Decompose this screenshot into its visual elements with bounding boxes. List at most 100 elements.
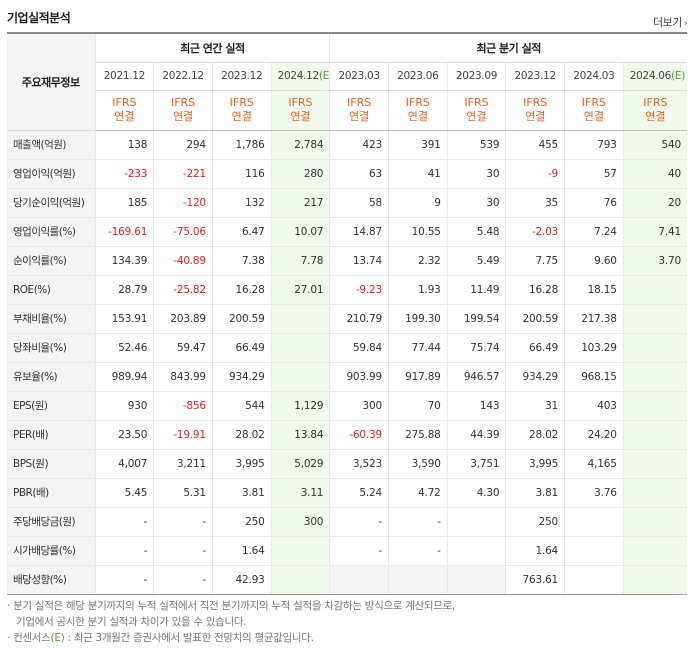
table-cell [447, 536, 507, 566]
table-cell: 934.29 [505, 362, 566, 392]
table-cell [388, 565, 448, 595]
standard-cell: IFRS 연결 [564, 90, 624, 131]
table-cell: 3,995 [505, 449, 566, 479]
table-cell: 66.49 [212, 333, 272, 363]
table-cell [564, 565, 624, 595]
table-cell: 13.74 [329, 246, 389, 276]
standard-cell: IFRS 연결 [388, 90, 448, 131]
period-text: 2023.03 [338, 70, 380, 82]
table-cell: 28.02 [505, 420, 566, 450]
table-cell: 3.11 [271, 478, 331, 508]
row-label: ROE(%) [7, 275, 96, 305]
standard-cell: IFRS 연결 [329, 90, 389, 131]
period-quarter: 2023.12 [505, 62, 566, 91]
table-cell: 989.94 [95, 362, 155, 392]
table-cell: 75.74 [447, 333, 507, 363]
row-label: 부채비율(%) [7, 303, 96, 334]
table-cell: - [95, 506, 155, 537]
period-text: 2022.12 [162, 70, 204, 82]
table-cell: 116 [212, 159, 272, 189]
table-cell: 1.64 [505, 536, 566, 566]
more-link[interactable]: 더보기 › [653, 14, 688, 30]
table-cell: 1,129 [271, 390, 331, 421]
table-cell: 3,523 [329, 449, 389, 479]
table-cell: - [329, 506, 389, 537]
row-label: 시가배당률(%) [7, 536, 96, 566]
table-cell [623, 565, 687, 595]
table-cell: 3.70 [623, 246, 687, 276]
table-cell: -25.82 [153, 275, 213, 305]
row-label: 순이익률(%) [7, 246, 96, 276]
table-cell: 391 [388, 130, 448, 160]
table-cell: 843.99 [153, 362, 213, 392]
table-cell: 40 [623, 159, 687, 189]
table-cell: 539 [447, 130, 507, 160]
footnotes: · 분기 실적은 해당 분기까지의 누적 실적에서 직전 분기까지의 누적 실적… [7, 598, 455, 646]
standard-bottom: 연결 [645, 110, 666, 123]
table-cell: 540 [623, 130, 687, 160]
table-cell: 275.88 [388, 420, 448, 450]
table-cell: 423 [329, 130, 389, 160]
table-cell: 763.61 [505, 565, 566, 595]
standard-bottom: 연결 [290, 110, 311, 123]
standard-top: IFRS [523, 96, 548, 109]
table-cell: 24.20 [564, 420, 624, 450]
row-label: PER(배) [7, 420, 96, 450]
table-cell [564, 506, 624, 537]
period-text: 2023.06 [397, 70, 439, 82]
table-cell [564, 536, 624, 566]
table-cell: -40.89 [153, 246, 213, 276]
table-cell: 10.55 [388, 216, 448, 247]
header-row-groups: 주요재무정보 최근 연간 실적 최근 분기 실적 [7, 32, 687, 131]
table-cell: 59.47 [153, 333, 213, 363]
table-cell: 58 [329, 188, 389, 218]
table-cell: 5.45 [95, 478, 155, 508]
table-cell [623, 303, 687, 334]
table-cell: 544 [212, 390, 272, 421]
standard-bottom: 연결 [525, 110, 546, 123]
footnote-consensus-post: ) : 최근 3개월간 증권사에서 발표한 전망치의 평균값입니다. [60, 632, 314, 644]
table-cell: -2.03 [505, 216, 566, 247]
period-quarter: 2023.09 [447, 62, 507, 91]
period-annual: 2024.12(E) [271, 62, 331, 91]
table-row: 부채비율(%) 153.91 203.89 200.59 210.79 199.30 199… [7, 303, 687, 334]
table-cell: 66.49 [505, 333, 566, 363]
period-text: 2021.12 [103, 70, 146, 82]
period-text: 2024.12 [277, 70, 320, 82]
table-cell: 946.57 [447, 362, 507, 392]
standard-bottom: 연결 [172, 110, 194, 123]
table-cell: 77.44 [388, 333, 448, 363]
table-cell: 52.46 [95, 333, 155, 363]
table-cell: 5.48 [447, 216, 507, 247]
row-label: 영업이익률(%) [7, 216, 96, 247]
row-label: BPS(원) [7, 449, 96, 479]
table-cell: 200.59 [505, 303, 566, 334]
table-cell: 63 [329, 159, 389, 189]
table-cell: 3,211 [153, 449, 213, 479]
table-cell: 5,029 [271, 449, 331, 479]
row-label: PBR(배) [7, 478, 96, 508]
table-cell: 1.93 [388, 275, 448, 305]
table-cell: 403 [564, 390, 624, 421]
standard-top: IFRS [464, 96, 489, 109]
standard-top: IFRS [405, 96, 430, 109]
table-cell: -233 [95, 159, 155, 189]
table-cell: 968.15 [564, 362, 624, 392]
table-cell: 103.29 [564, 333, 624, 363]
table-cell: 20 [623, 188, 687, 218]
table-cell: 143 [447, 390, 507, 421]
table-cell: 1,786 [212, 130, 272, 160]
standard-bottom: 연결 [583, 110, 605, 123]
table-cell: 300 [271, 506, 331, 537]
table-cell: 185 [95, 188, 155, 218]
row-label: 유보율(%) [7, 362, 96, 392]
footnote-quarterly: · 분기 실적은 해당 분기까지의 누적 실적에서 직전 분기까지의 누적 실적… [7, 600, 456, 612]
table-cell: 930 [95, 390, 155, 421]
standard-bottom: 연결 [466, 110, 487, 123]
table-cell: 41 [388, 159, 448, 189]
chevron-right-icon: › [683, 19, 688, 29]
table-row: 배당성향(%) - -42.93 763.61 [7, 565, 687, 595]
standard-cell: IFRS 연결 [95, 90, 155, 131]
table-cell: 280 [271, 159, 331, 189]
footnote-quarterly-cont: 기업에서 공시한 분기 실적과 차이가 있을 수 있습니다. [16, 616, 247, 628]
